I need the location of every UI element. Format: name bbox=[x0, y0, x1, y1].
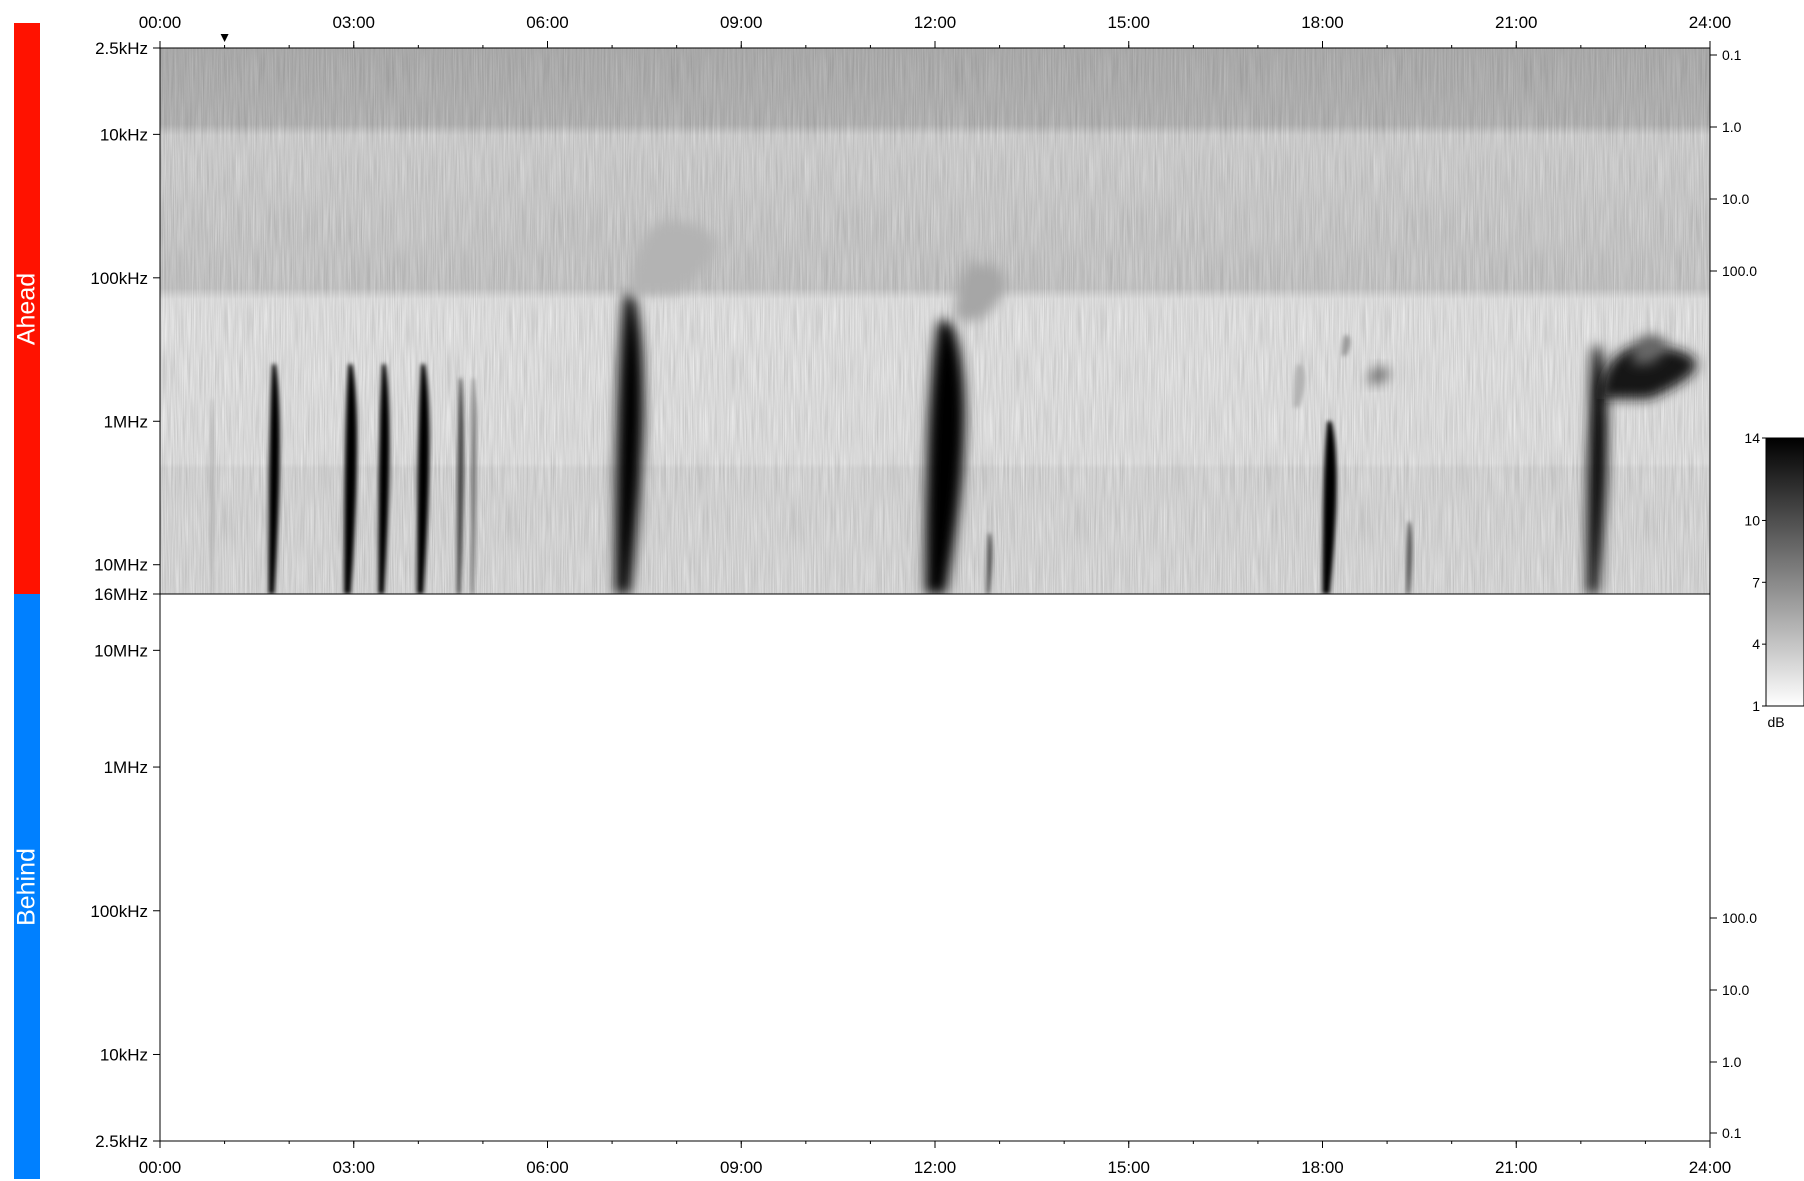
ahead-y-tick-label: 2.5kHz bbox=[95, 39, 148, 58]
top-x-tick-label: 12:00 bbox=[914, 13, 957, 32]
ahead-burst-20 bbox=[1632, 334, 1667, 365]
behind-right-tick-label: 1.0 bbox=[1722, 1054, 1742, 1070]
colorbar-tick-label: 4 bbox=[1752, 636, 1760, 652]
bottom-x-tick-label: 12:00 bbox=[914, 1158, 957, 1177]
bottom-x-tick-label: 21:00 bbox=[1495, 1158, 1538, 1177]
behind-y-tick-label: 2.5kHz bbox=[95, 1132, 148, 1151]
top-x-tick-label: 21:00 bbox=[1495, 13, 1538, 32]
time-marker bbox=[220, 34, 229, 42]
ahead-burst-16 bbox=[1367, 367, 1391, 385]
colorbar-tick-label: 10 bbox=[1744, 512, 1760, 528]
behind-plot: 00:00 03:00 06:00 09:00 12:00 15:00 18:00 21:00… bbox=[90, 593, 1757, 1177]
behind-y-tick-label: 100kHz bbox=[90, 902, 148, 921]
behind-right-tick-label: 0.1 bbox=[1722, 1125, 1742, 1141]
ahead-y-tick-label: 1MHz bbox=[104, 412, 148, 431]
top-x-tick-label: 15:00 bbox=[1107, 13, 1150, 32]
ahead-burst-10 bbox=[925, 321, 965, 594]
ahead-y-tick-label: 16MHz bbox=[94, 585, 148, 604]
colorbar-gradient bbox=[1765, 437, 1804, 707]
ahead-y-tick-label: 10kHz bbox=[100, 125, 148, 144]
ahead-right-tick-label: 10.0 bbox=[1722, 191, 1749, 207]
ahead-right-tick-label: 1.0 bbox=[1722, 119, 1742, 135]
ahead-burst-17 bbox=[1406, 521, 1413, 594]
ahead-burst-5 bbox=[417, 364, 430, 594]
bottom-x-tick-label: 18:00 bbox=[1301, 1158, 1344, 1177]
top-x-tick-label: 24:00 bbox=[1689, 13, 1732, 32]
colorbar-tick-label: 14 bbox=[1744, 430, 1760, 446]
colorbar: 14 10 7 4 1 dB bbox=[1744, 430, 1804, 730]
colorbar-tick-label: 7 bbox=[1752, 574, 1760, 590]
top-x-tick-label: 09:00 bbox=[720, 13, 763, 32]
ahead-right-tick-label: 100.0 bbox=[1722, 263, 1757, 279]
ahead-panel-bar: Ahead bbox=[13, 23, 41, 594]
behind-y-tick-label: 1MHz bbox=[104, 758, 148, 777]
ahead-burst-12 bbox=[986, 532, 993, 594]
top-x-tick-label: 03:00 bbox=[332, 13, 375, 32]
ahead-burst-9 bbox=[631, 220, 717, 295]
ahead-burst-18 bbox=[1587, 346, 1608, 594]
ahead-burst-2 bbox=[268, 364, 280, 594]
ahead-burst-8 bbox=[615, 294, 644, 594]
behind-panel-bar: Behind bbox=[13, 594, 41, 1179]
bottom-x-tick-label: 24:00 bbox=[1689, 1158, 1732, 1177]
ahead-burst-4 bbox=[378, 364, 390, 594]
ahead-burst-7 bbox=[471, 378, 476, 594]
bottom-x-tick-label: 00:00 bbox=[139, 1158, 182, 1177]
bottom-x-tick-label: 15:00 bbox=[1107, 1158, 1150, 1177]
bottom-x-tick-label: 06:00 bbox=[526, 1158, 569, 1177]
bottom-x-tick-label: 09:00 bbox=[720, 1158, 763, 1177]
ahead-burst-3 bbox=[344, 364, 358, 594]
behind-y-tick-label: 10MHz bbox=[94, 641, 148, 660]
ahead-y-tick-label: 10MHz bbox=[94, 556, 148, 575]
behind-y-tick-label: 10kHz bbox=[100, 1045, 148, 1064]
top-x-tick-label: 18:00 bbox=[1301, 13, 1344, 32]
top-x-tick-label: 00:00 bbox=[139, 13, 182, 32]
behind-frame bbox=[159, 593, 1711, 1142]
colorbar-unit-label: dB bbox=[1767, 714, 1784, 730]
ahead-burst-14 bbox=[1322, 421, 1337, 594]
ahead-y-tick-label: 100kHz bbox=[90, 269, 148, 288]
colorbar-tick-label: 1 bbox=[1752, 698, 1760, 714]
ahead-burst-6 bbox=[457, 378, 464, 594]
ahead-plot: 00:00 03:00 06:00 09:00 12:00 15:00 18:00 21:00… bbox=[90, 13, 1757, 604]
ahead-burst-19 bbox=[1600, 346, 1697, 400]
top-x-tick-label: 06:00 bbox=[526, 13, 569, 32]
ahead-burst-13 bbox=[1293, 364, 1305, 408]
bottom-x-tick-label: 03:00 bbox=[332, 1158, 375, 1177]
ahead-right-tick-label: 0.1 bbox=[1722, 47, 1742, 63]
ahead-burst-15 bbox=[1341, 334, 1351, 356]
ahead-burst-1 bbox=[210, 399, 214, 594]
ahead-burst-11 bbox=[954, 263, 1006, 321]
behind-right-tick-label: 100.0 bbox=[1722, 910, 1757, 926]
behind-right-tick-label: 10.0 bbox=[1722, 982, 1749, 998]
